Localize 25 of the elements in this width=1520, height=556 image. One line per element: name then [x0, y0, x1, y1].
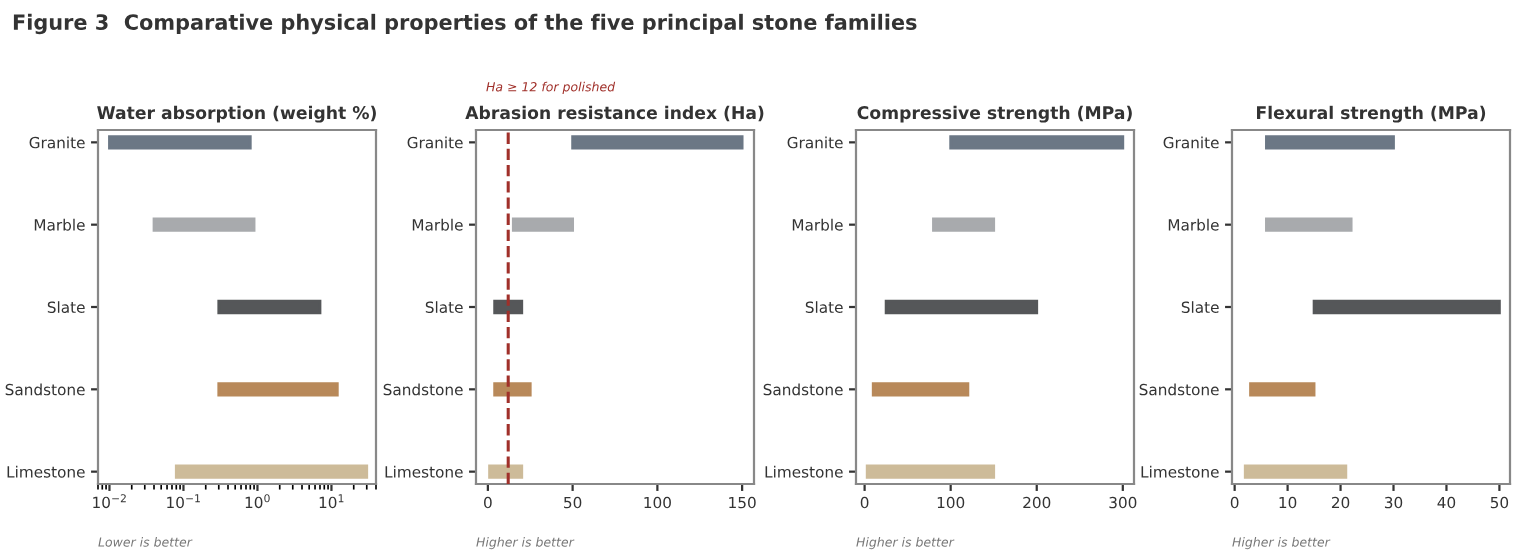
bar — [493, 382, 532, 397]
chart-title: Water absorption (weight %) — [97, 105, 376, 123]
bar — [511, 217, 575, 232]
text: Figure 3 Comparative physical properties of the five principal stone families — [13, 13, 917, 35]
bar — [1265, 135, 1395, 150]
chart-title: Abrasion resistance index (Ha) — [465, 105, 764, 122]
bar — [493, 299, 524, 315]
chart-title: Compressive strength (MPa) — [857, 105, 1132, 123]
bar — [571, 135, 744, 150]
chart-title: Flexural strength (MPa) — [1257, 105, 1486, 123]
bar — [884, 299, 1039, 315]
bar — [174, 464, 369, 479]
bar — [932, 217, 996, 232]
bar — [871, 382, 970, 397]
bar — [949, 135, 1125, 150]
bar — [108, 135, 252, 150]
bar — [217, 299, 322, 315]
bar — [217, 382, 339, 397]
bar — [152, 217, 256, 232]
bar — [1249, 382, 1316, 397]
bar — [1312, 299, 1501, 315]
bar — [1243, 464, 1348, 479]
bar — [865, 464, 996, 479]
bar — [488, 464, 524, 479]
bar — [1265, 217, 1353, 232]
